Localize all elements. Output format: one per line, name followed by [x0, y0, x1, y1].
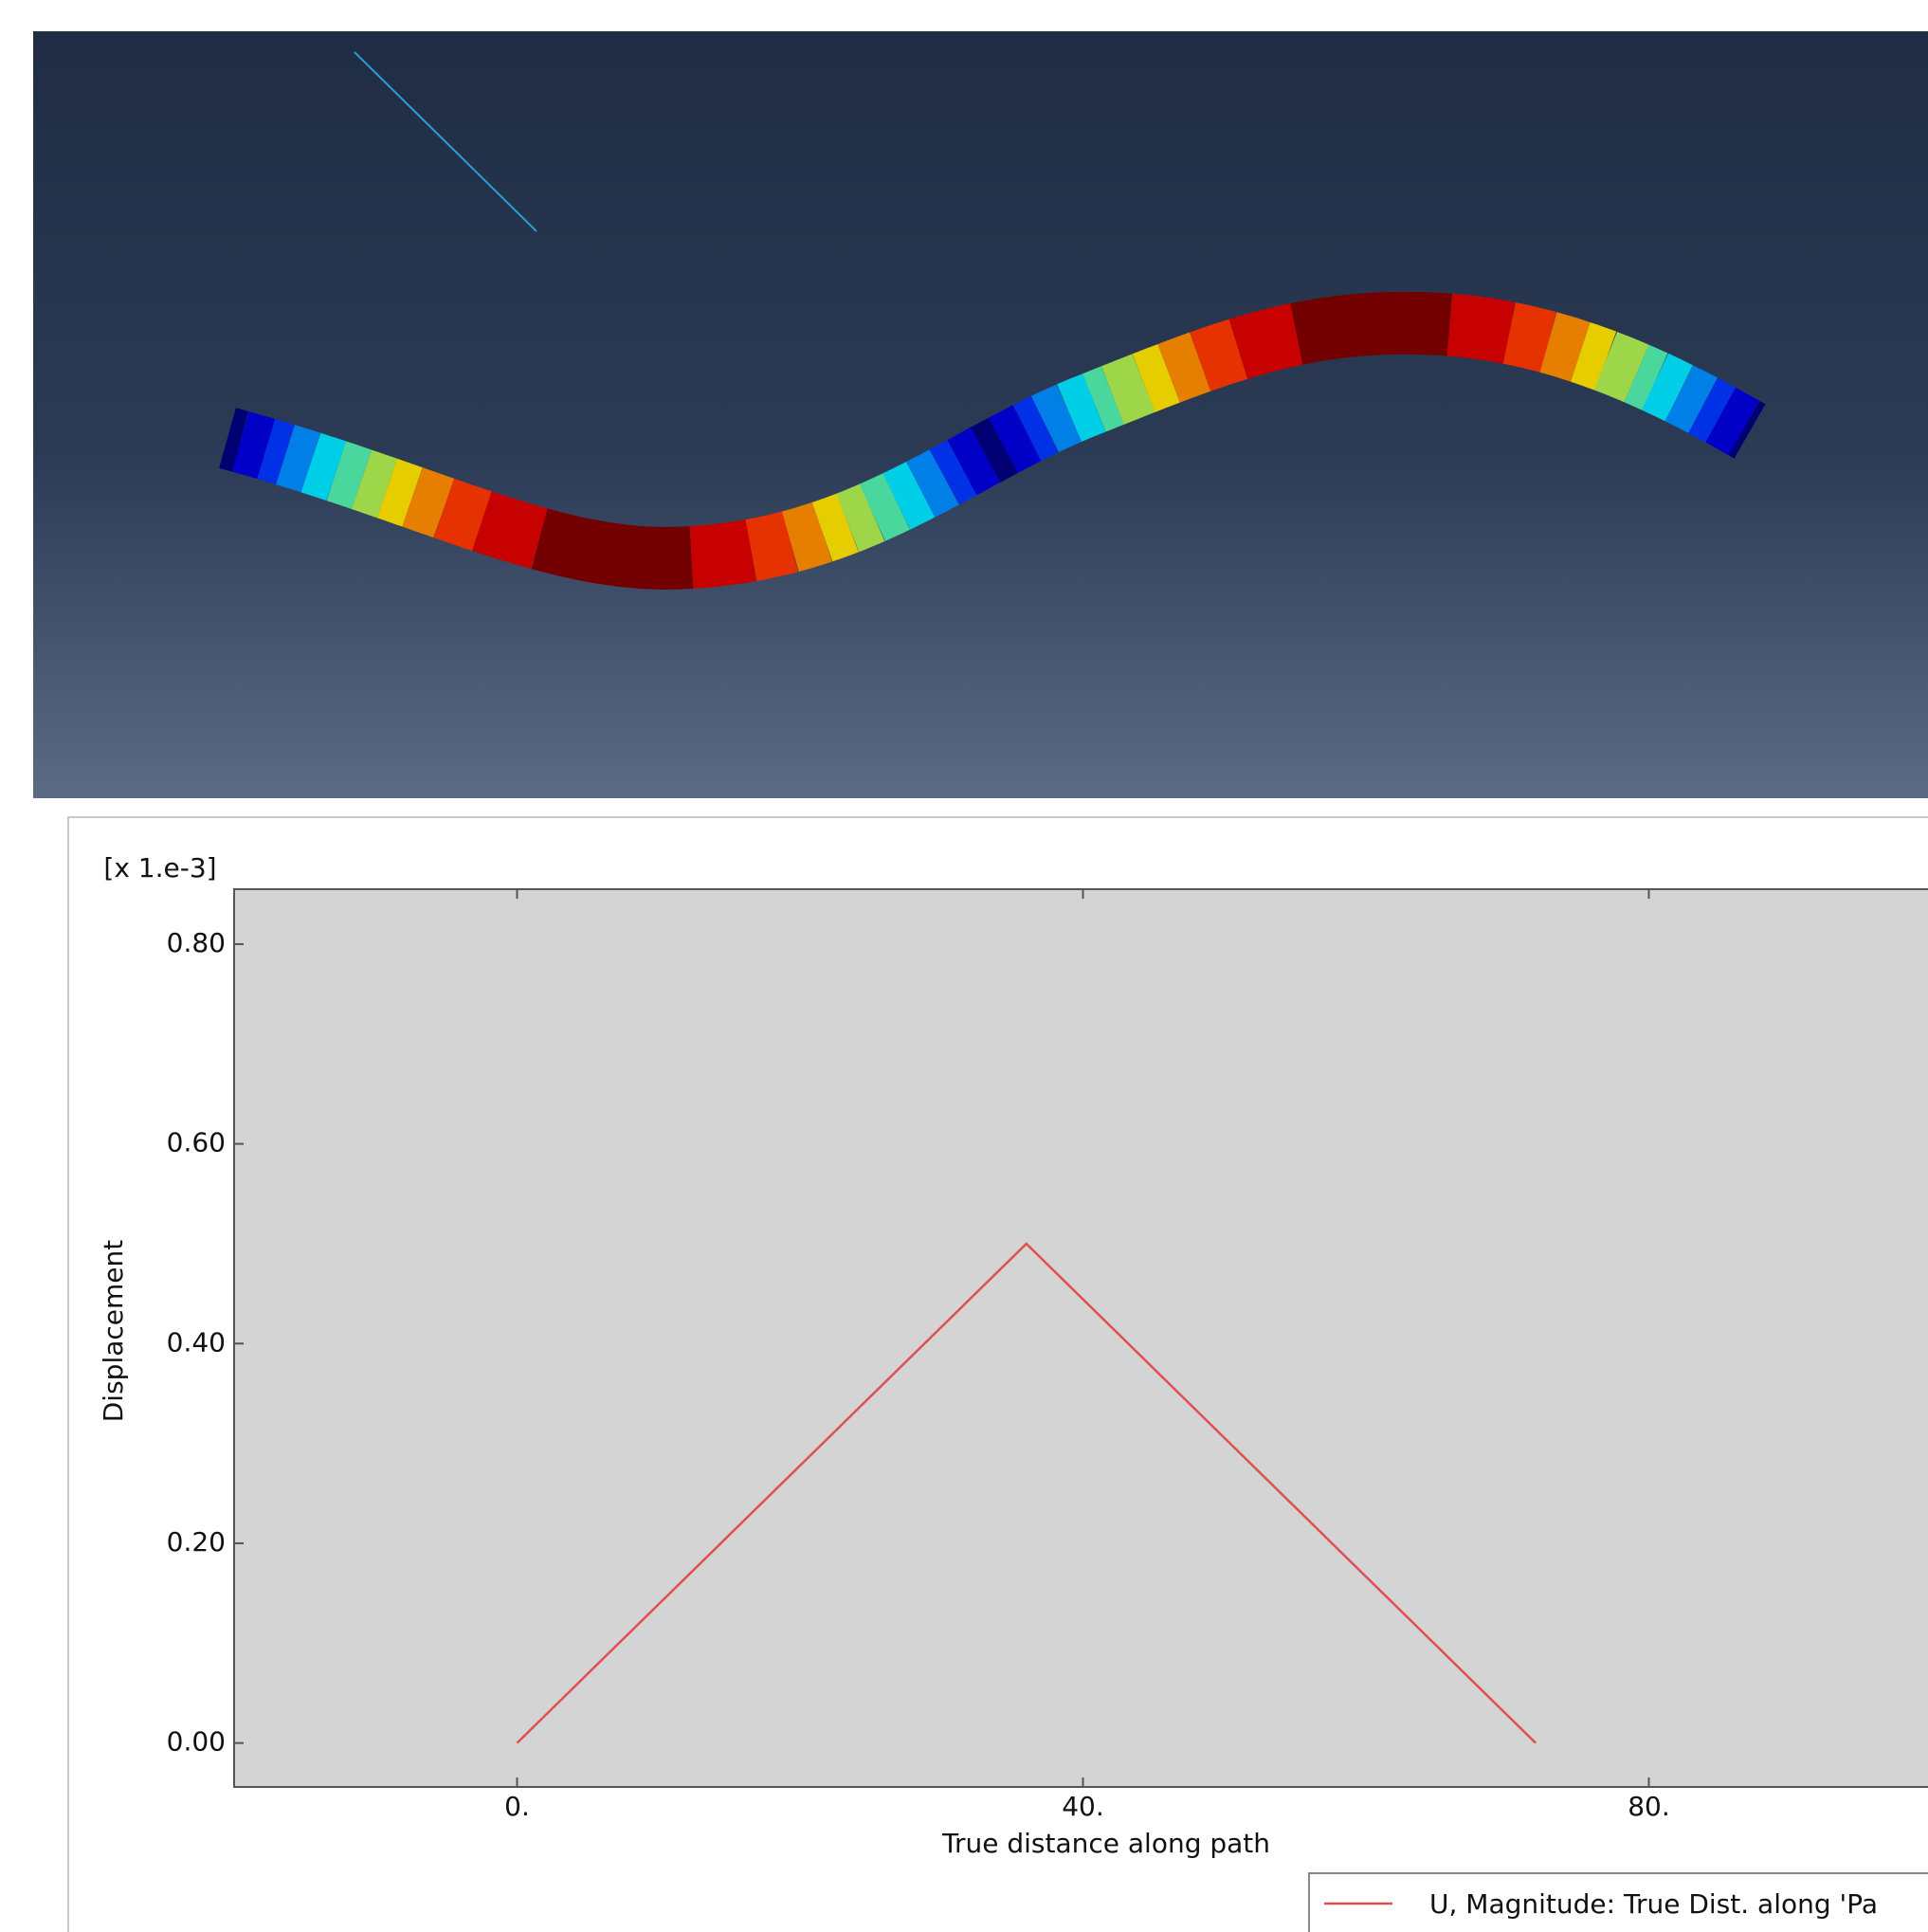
page: [x 1.e-3] Displacement True distance alo… — [0, 0, 1928, 1932]
y-tick-label: 0.20 — [167, 1526, 226, 1558]
beam-band — [482, 521, 539, 539]
x-axis-label: True distance along path — [941, 1828, 1270, 1859]
beam-band — [1509, 333, 1548, 342]
beam-band — [387, 488, 412, 497]
beam-band — [1046, 413, 1070, 425]
beam-band — [1069, 403, 1094, 413]
beam-band — [412, 497, 444, 508]
y-tick-label: 0.60 — [167, 1127, 226, 1158]
beam-band — [944, 467, 962, 477]
beam-band — [1744, 428, 1750, 432]
y-tick-label: 0.40 — [167, 1326, 226, 1358]
plot-area — [234, 889, 1928, 1787]
y-tick-label: 0.80 — [167, 927, 226, 958]
x-tick-label: 40. — [1062, 1791, 1104, 1822]
x-tick-label: 0. — [504, 1791, 530, 1822]
beam-band — [227, 438, 241, 442]
beam-band — [1637, 374, 1655, 382]
beam-band — [1028, 424, 1046, 432]
beam-band — [791, 532, 823, 541]
beam-band — [1144, 374, 1169, 383]
beam-band — [1200, 349, 1238, 361]
beam-band — [311, 463, 336, 471]
screen: [x 1.e-3] Displacement True distance alo… — [0, 0, 1928, 1932]
beam-band — [823, 523, 848, 533]
beam-band — [962, 455, 986, 467]
beam-band — [1679, 393, 1702, 406]
beam-band — [897, 489, 920, 501]
beam-band — [1703, 406, 1721, 415]
beam-band — [1169, 362, 1200, 374]
beam-band — [692, 551, 752, 557]
beam-band — [1094, 395, 1113, 403]
x-tick-label: 80. — [1628, 1791, 1670, 1822]
beam-band — [1113, 383, 1144, 395]
beam-band — [1655, 382, 1679, 393]
multiplier: [x 1.e-3] — [103, 852, 216, 884]
beam-band — [241, 442, 266, 449]
legend-label: U, Magnitude: True Dist. along 'Pa — [1429, 1888, 1878, 1920]
beam-band — [1606, 361, 1637, 374]
y-axis-label: Displacement — [98, 1240, 129, 1423]
beam-band — [752, 541, 791, 550]
beam-band — [1297, 323, 1450, 335]
beam-band — [1449, 325, 1509, 334]
beam-band — [847, 513, 872, 523]
beam-band — [1580, 352, 1606, 360]
beam-band — [1549, 342, 1581, 352]
beam-band — [920, 477, 944, 489]
beam-band — [1238, 334, 1297, 349]
beam-band — [285, 455, 311, 463]
beam-band — [266, 449, 285, 455]
beam-band — [986, 446, 1004, 455]
beam-band — [444, 508, 482, 521]
beam-band — [1720, 415, 1744, 428]
beam-band — [872, 501, 897, 513]
viewport — [33, 31, 1928, 798]
beam-band — [539, 538, 691, 558]
beam-band — [1003, 433, 1027, 446]
beam-band — [362, 480, 388, 488]
beam-band — [336, 471, 362, 480]
y-tick-label: 0.00 — [167, 1726, 226, 1758]
